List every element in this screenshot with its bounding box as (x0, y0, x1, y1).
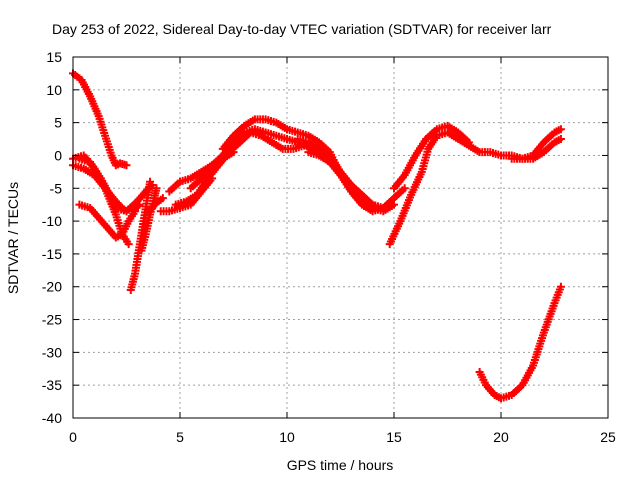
x-tick-label: 10 (279, 429, 295, 445)
data-series-arc-7 (111, 180, 157, 216)
chart-title: Day 253 of 2022, Sidereal Day-to-day VTE… (52, 21, 552, 37)
x-axis-label: GPS time / hours (287, 457, 394, 473)
y-tick-label: -20 (42, 279, 62, 295)
data-point (131, 207, 140, 216)
data-point (124, 240, 133, 249)
data-point (158, 194, 167, 203)
y-tick-label: -40 (42, 410, 62, 426)
y-tick-label: 0 (54, 147, 62, 163)
y-tick-label: 5 (54, 115, 62, 131)
y-tick-label: -35 (42, 377, 62, 393)
y-tick-label: 10 (46, 82, 62, 98)
data-point (556, 125, 565, 134)
y-axis-label: SDTVAR / TECUs (5, 182, 21, 294)
data-marker (146, 182, 155, 191)
x-tick-label: 25 (600, 429, 616, 445)
y-tick-label: -30 (42, 344, 62, 360)
x-tick-label: 5 (176, 429, 184, 445)
data-series-arc-4 (75, 154, 122, 212)
data-point (122, 161, 131, 170)
data-point (148, 180, 157, 189)
data-series-arc-20 (475, 282, 565, 403)
plot-frame (72, 56, 609, 419)
y-tick-label: 15 (46, 49, 62, 65)
data-point (229, 148, 238, 157)
y-tick-label: -15 (42, 246, 62, 262)
x-tick-label: 20 (493, 429, 509, 445)
x-tick-label: 0 (69, 429, 77, 445)
data-point (556, 135, 565, 144)
y-tick-label: -5 (50, 180, 63, 196)
y-tick-label: -10 (42, 213, 62, 229)
data-point (400, 184, 409, 193)
data-points (69, 69, 565, 403)
data-series-arc-9 (143, 194, 167, 216)
data-series-arc-19 (507, 135, 565, 163)
data-series-arc-1 (69, 69, 131, 170)
axis-ticks: 0 5 10 15 20 25 15 10 5 0 -5 -10 -15 -20 -25 -30 -35 -40 (42, 49, 616, 445)
data-point (556, 282, 565, 291)
data-series-arc-18 (390, 121, 473, 193)
data-series-arc-5 (75, 200, 140, 242)
data-point (152, 184, 161, 193)
data-series-arc-16 (304, 148, 409, 216)
x-tick-label: 15 (386, 429, 402, 445)
data-point (464, 138, 473, 147)
y-tick-label: -25 (42, 312, 62, 328)
